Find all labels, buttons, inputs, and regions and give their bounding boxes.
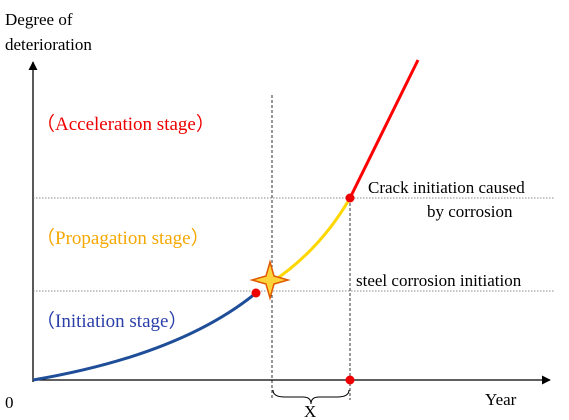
point — [345, 375, 355, 385]
star — [249, 259, 291, 301]
annotation: Crack initiation caused — [368, 178, 525, 197]
brace — [272, 389, 350, 405]
y-label: deterioration — [5, 35, 92, 54]
interval-label: X — [304, 402, 316, 420]
stage-label: （Acceleration stage） — [36, 113, 215, 135]
stage-label: （Propagation stage） — [36, 227, 210, 249]
stage-label: （Initiation stage） — [36, 310, 187, 332]
acceleration-line — [348, 59, 420, 199]
y-label: Degree of — [5, 10, 73, 29]
propagation-curve — [271, 197, 352, 284]
point — [251, 288, 261, 298]
annotation: by corrosion — [427, 202, 513, 221]
initiation-curve — [32, 291, 257, 382]
origin-label: 0 — [5, 393, 14, 412]
x-label: Year — [485, 390, 517, 409]
annotation: steel corrosion initiation — [356, 271, 522, 290]
point — [345, 193, 355, 203]
